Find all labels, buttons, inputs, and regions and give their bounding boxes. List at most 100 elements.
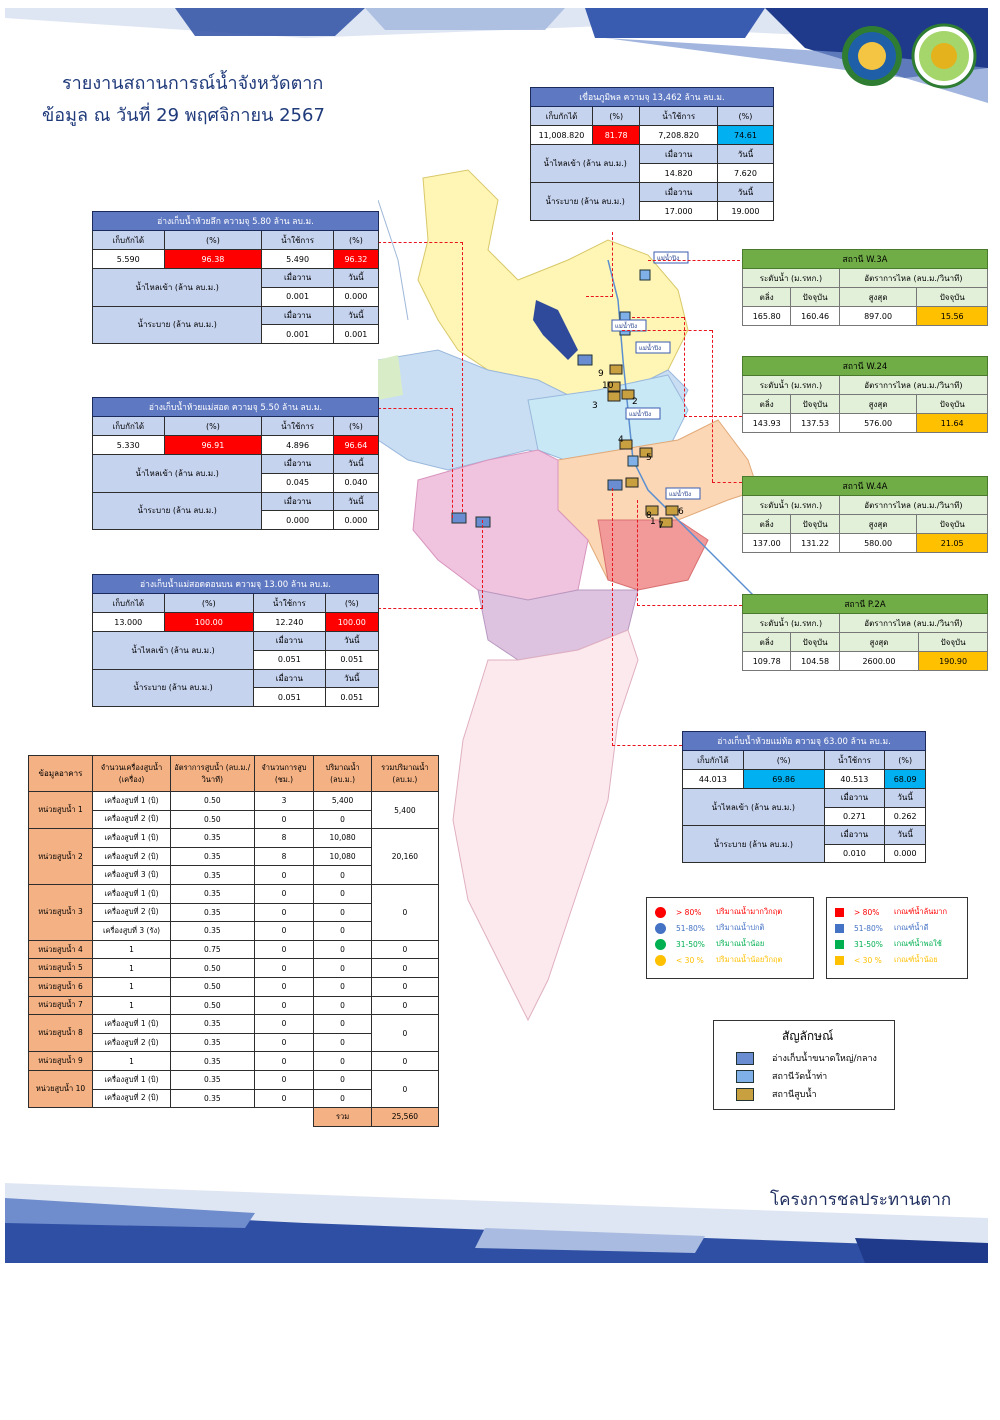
legend-label: เกณฑ์น้ำล้นมาก	[894, 907, 948, 916]
pump-cell: 5,400	[313, 791, 372, 811]
legend-swatch	[655, 906, 666, 918]
hdr-max: สูงสุด	[838, 514, 918, 534]
current-flow: 21.05	[916, 533, 988, 553]
pump-cell: 0.35	[170, 828, 255, 848]
release-today: 0.000	[332, 510, 380, 531]
huaylik-table: อ่างเก็บน้ำห้วยลึก ความจุ 5.80 ล้าน ลบ.ม…	[91, 211, 380, 345]
hdr-pct: (%)	[742, 750, 825, 770]
pump-cell: 0	[253, 1014, 315, 1034]
pump-cell: 0.50	[170, 995, 255, 1016]
pump-cell: 1	[91, 976, 172, 997]
stored-pct: 69.86	[742, 769, 825, 789]
pump-cell: 0.50	[170, 809, 255, 830]
pump-cell: 0	[313, 902, 372, 923]
connector-w3a	[648, 260, 740, 261]
max-flow: 580.00	[838, 533, 918, 553]
pump-cell: เครื่องสูบที่ 1 (บิ)	[91, 1069, 172, 1090]
connector-maesot-v	[452, 408, 453, 518]
hdr-usable: น้ำใช้การ	[639, 106, 718, 126]
hdr-today: วันนี้	[324, 631, 380, 651]
maesot-table: อ่างเก็บน้ำห้วยแม่สอด ความจุ 5.50 ล้าน ล…	[91, 397, 380, 531]
connector-w24-v	[684, 317, 685, 417]
pump-cell: 0	[253, 921, 315, 941]
pump-station-icon	[619, 439, 633, 450]
pump-cell: 0	[313, 1088, 372, 1109]
bhumibol-table: เขื่อนภูมิพล ความจุ 13,462 ล้าน ลบ.ม. เก…	[529, 87, 775, 221]
pump-cell: 0	[313, 958, 372, 978]
table-row: เครื่องสูบที่ 2 (บิ) 0.35 8 10,080	[29, 846, 439, 867]
stored-value: 13.000	[92, 612, 165, 632]
table-row: หน่วยสูบน้ำ 2 เครื่องสูบที่ 1 (บิ) 0.35 8 10…	[28, 828, 440, 885]
pump-cell: 0.35	[170, 1014, 255, 1034]
pump-cell: 0.35	[170, 1069, 255, 1090]
hdr-pct: (%)	[163, 593, 255, 613]
pump-unit-total: 0	[370, 976, 440, 997]
symbol-item: สถานีวัดน้ำท่า	[736, 1069, 827, 1083]
pump-cell: 0	[313, 1032, 372, 1053]
gauge-station-icon	[627, 455, 639, 467]
connector-maesot-upper	[378, 608, 483, 609]
region-red	[597, 519, 709, 591]
pump-unit-total: 0	[370, 995, 440, 1016]
river-label: แม่น้ำปิง	[669, 488, 691, 498]
usable-pct: 96.64	[332, 435, 380, 455]
legend-range: 31-50%	[676, 939, 705, 949]
inflow-yesterday: 0.051	[253, 649, 326, 670]
legend-item: 51-80% เกณฑ์น้ำดี	[835, 922, 929, 934]
release-label: น้ำระบาย (ล้าน ลบ.ม.)	[91, 491, 263, 531]
pump-cell: 3	[253, 791, 315, 811]
connector-bhumibol-h	[586, 296, 613, 297]
pump-number: 4	[618, 435, 624, 445]
legend-range: > 80%	[676, 907, 702, 917]
pump-unit-total: 0	[370, 1051, 440, 1071]
hdr-max: สูงสุด	[838, 394, 918, 414]
hdr-current: ปัจจุบัน	[790, 632, 840, 652]
pump-unit-total: 5,400	[370, 790, 440, 830]
pump-cell: เครื่องสูบที่ 2 (บิ)	[91, 1032, 172, 1053]
connector-maesot	[378, 408, 453, 409]
pump-station-icon	[609, 364, 623, 375]
bhumibol-stored: 11,008.820	[530, 125, 593, 145]
pump-cell: 0	[253, 1032, 315, 1053]
release-label: น้ำระบาย (ล้าน ลบ.ม.)	[682, 825, 825, 863]
pump-cell: 0	[313, 976, 372, 997]
hdr-usable: น้ำใช้การ	[823, 750, 886, 770]
footer-org: โครงการชลประทานตาก	[770, 1190, 952, 1210]
legend-station: > 80% เกณฑ์น้ำล้นมาก 51-80% เกณฑ์น้ำดี 31-50…	[826, 897, 968, 979]
pump-cell: 0.35	[170, 865, 255, 885]
pump-cell: เครื่องสูบที่ 2 (บิ)	[91, 846, 172, 867]
pump-unit-name: หน่วยสูบน้ำ 7	[28, 995, 93, 1016]
pump-station-icon	[639, 447, 653, 458]
pump-unit-total: 0	[370, 1014, 440, 1053]
station-w4a-table: สถานี W.4A ระดับน้ำ (ม.รทก.) อัตราการไหล …	[741, 476, 989, 553]
station-name: สถานี P.2A	[742, 594, 988, 614]
bhumibol-release-label: น้ำระบาย (ล้าน ลบ.ม.)	[529, 182, 641, 221]
release-yesterday: 0.051	[253, 687, 326, 708]
pump-unit-name: หน่วยสูบน้ำ 1	[28, 790, 93, 830]
current-flow: 190.90	[918, 651, 988, 671]
pump-cell: 1	[91, 958, 172, 978]
hdr-current: ปัจจุบัน	[790, 394, 840, 414]
pump-number: 3	[592, 401, 598, 411]
pump-cell: 0	[253, 1088, 315, 1109]
release-yesterday: 0.000	[261, 510, 334, 531]
level-header: ระดับน้ำ (ม.รทก.)	[742, 613, 840, 633]
pump-unit-name: หน่วยสูบน้ำ 10	[28, 1069, 93, 1109]
hdr-bank: ตลิ่ง	[741, 632, 792, 652]
inflow-label: น้ำไหลเข้า (ล้าน ลบ.ม.)	[682, 788, 825, 826]
level-header: ระดับน้ำ (ม.รทก.)	[742, 495, 840, 515]
legend-swatch	[655, 938, 666, 950]
usable-value: 4.896	[261, 435, 334, 455]
pump-table: ข้อมูลอาคาร จำนวนเครื่องสูบน้ำ (เครื่อง) อ…	[28, 755, 440, 1127]
max-flow: 2600.00	[838, 651, 920, 671]
hdr-current: ปัจจุบัน	[918, 632, 988, 652]
pump-cell: เครื่องสูบที่ 1 (บิ)	[91, 1014, 172, 1034]
pump-cell: 0	[253, 883, 315, 904]
river-label: แม่น้ำปิง	[639, 342, 661, 352]
table-row: หน่วยสูบน้ำ 9 1 0.35 0 0 0	[28, 1051, 440, 1071]
pump-cell: เครื่องสูบที่ 3 (รัง)	[91, 921, 172, 941]
region-south	[452, 629, 639, 1022]
reservoir-icon	[577, 354, 593, 366]
connector-w4a	[622, 330, 712, 331]
